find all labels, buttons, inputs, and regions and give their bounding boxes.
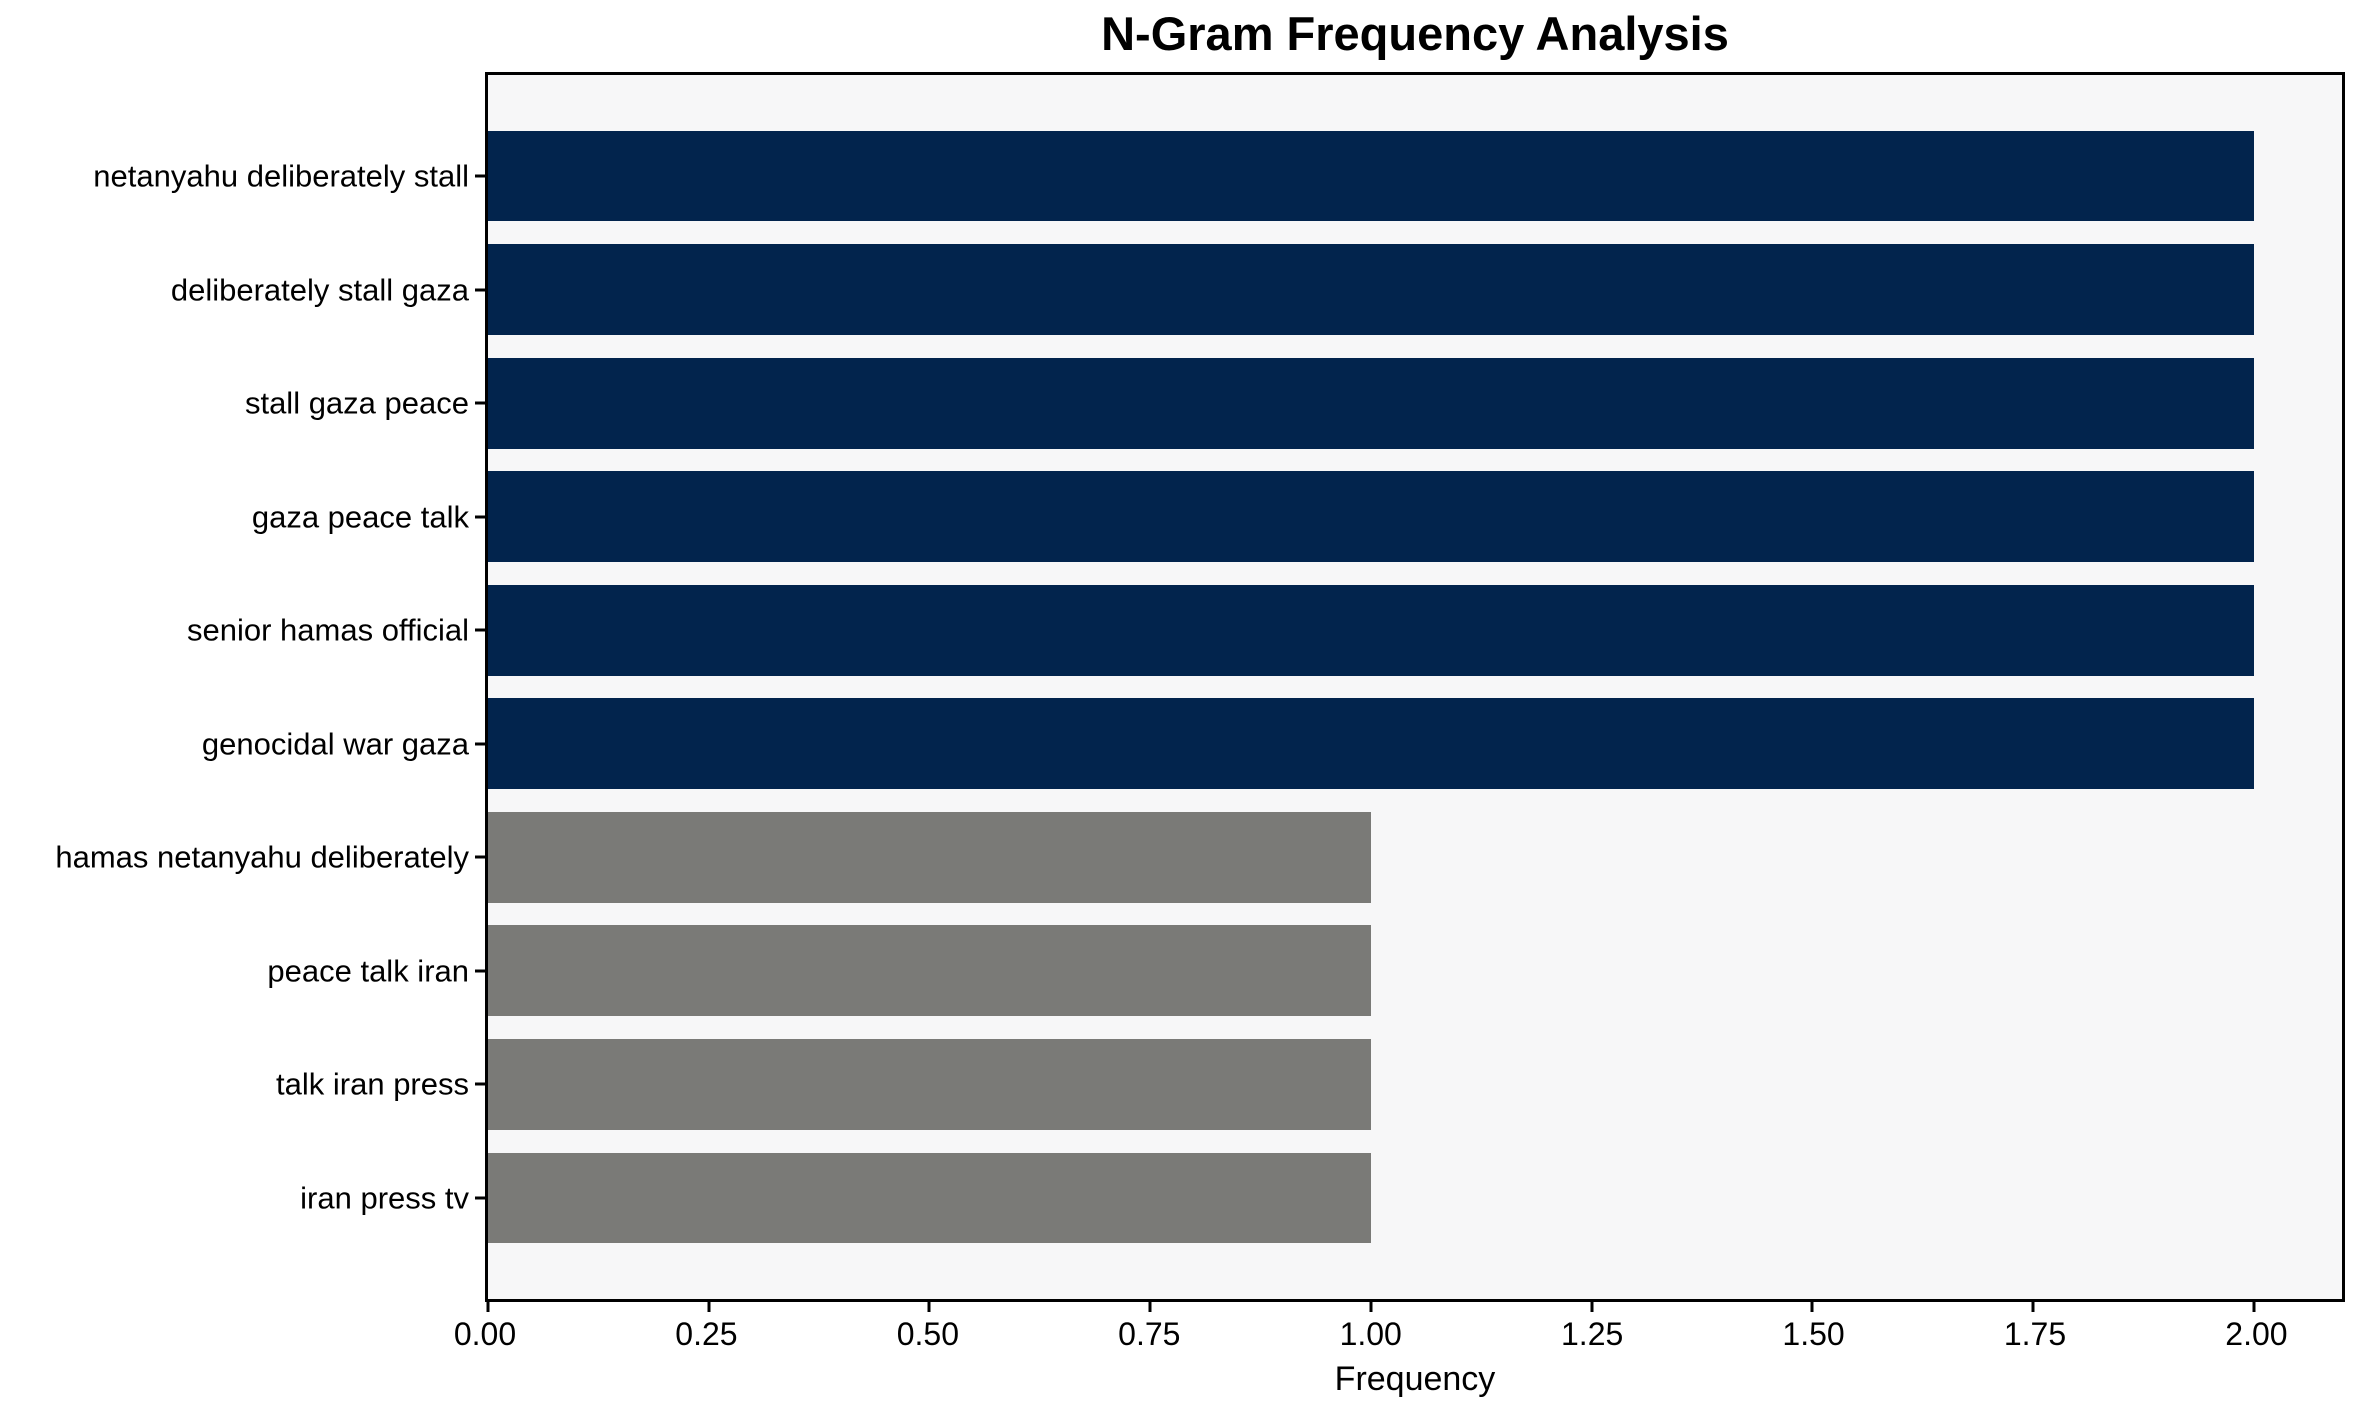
y-tick-label: hamas netanyahu deliberately [55, 839, 469, 875]
bar-row: stall gaza peace [245, 357, 2342, 449]
y-tick [475, 1196, 485, 1200]
x-tick-label: 0.75 [1118, 1316, 1181, 1352]
y-tick-label: deliberately stall gaza [170, 272, 469, 308]
y-tick [475, 401, 485, 405]
y-tick [475, 515, 485, 519]
y-tick [475, 969, 485, 973]
frequency-bar [488, 584, 2254, 676]
y-tick-label: peace talk iran [267, 953, 469, 989]
y-tick [475, 1082, 485, 1086]
plot-area: netanyahu deliberately stall deliberately… [55, 72, 2345, 1312]
x-tick [927, 1302, 931, 1312]
x-tick [1369, 1302, 1373, 1312]
frequency-bar [488, 471, 2254, 563]
y-tick-label: gaza peace talk [251, 499, 469, 535]
x-tick-label: 2.00 [2225, 1316, 2288, 1352]
x-axis-label: Frequency [1334, 1360, 1496, 1398]
y-tick [475, 855, 485, 859]
bar-row: deliberately stall gaza [171, 244, 2342, 335]
frequency-bar [488, 130, 2254, 222]
bar-row: talk iran press [276, 1038, 2342, 1130]
x-tick-label: 1.00 [1339, 1316, 1402, 1352]
y-tick [475, 288, 485, 292]
x-tick [2031, 1302, 2035, 1312]
bar-row: senior hamas official [187, 584, 2342, 676]
y-tick-label: talk iran press [276, 1066, 469, 1102]
x-tick [1810, 1302, 1814, 1312]
y-tick-label: netanyahu deliberately stall [93, 158, 469, 194]
x-tick-label: 0.25 [675, 1316, 738, 1352]
bar-row: gaza peace talk [252, 471, 2342, 563]
y-tick-label: iran press tv [300, 1180, 469, 1216]
bar-row: peace talk iran [267, 925, 2342, 1017]
frequency-bar [488, 698, 2254, 790]
frequency-bar [488, 357, 2254, 449]
x-tick-label: 1.25 [1561, 1316, 1624, 1352]
frequency-bar [488, 925, 1371, 1017]
bar-row: netanyahu deliberately stall [93, 130, 2342, 222]
frequency-bar [488, 1038, 1371, 1130]
x-tick-label: 0.00 [453, 1316, 517, 1352]
chart-title: N-Gram Frequency Analysis [1101, 7, 1729, 60]
y-tick-label: senior hamas official [186, 612, 469, 648]
y-tick-label: stall gaza peace [244, 385, 469, 421]
x-axis-tick-labels: 0.00 0.25 0.50 0.75 1.00 1.25 1.50 1.75 2.00 [454, 1316, 2345, 1358]
bar-row: hamas netanyahu deliberately [55, 811, 2342, 903]
y-tick [475, 628, 485, 632]
x-tick-label: 1.75 [2003, 1316, 2067, 1352]
x-tick [1590, 1302, 1594, 1312]
x-tick [2252, 1302, 2256, 1312]
x-tick [707, 1302, 711, 1312]
y-tick-label: genocidal war gaza [201, 726, 469, 762]
x-tick-label: 0.50 [896, 1316, 959, 1352]
y-tick [475, 742, 485, 746]
x-tick [1148, 1302, 1152, 1312]
x-tick-label: 1.50 [1782, 1316, 1845, 1352]
bar-row: iran press tv [300, 1152, 2342, 1244]
frequency-bar [488, 1152, 1371, 1244]
x-tick [486, 1302, 490, 1312]
bar-row: genocidal war gaza [202, 698, 2342, 790]
frequency-bar [488, 244, 2254, 335]
y-tick [475, 174, 485, 178]
frequency-bar [488, 811, 1371, 903]
